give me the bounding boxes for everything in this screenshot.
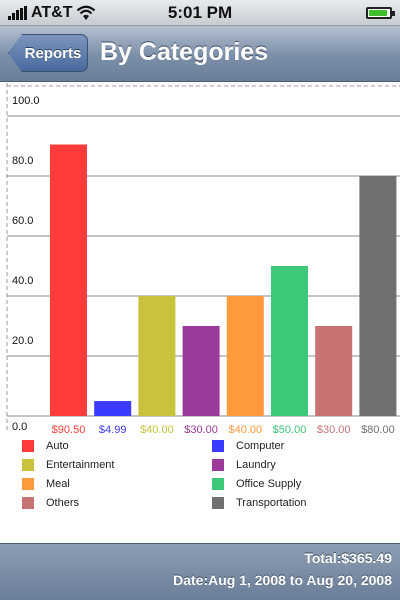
legend-swatch (212, 440, 224, 452)
y-tick-label: 20.0 (12, 335, 33, 347)
summary-footer: Total:$365.49 Date:Aug 1, 2008 to Aug 20… (0, 543, 400, 600)
bar-value-label: $80.00 (361, 424, 395, 433)
legend-label: Auto (46, 440, 69, 452)
legend-swatch (22, 478, 34, 490)
chart-area: 0.0 20.0 40.0 60.0 80.0 100.0 $90.50 $4.99 $40.0… (0, 83, 400, 543)
legend-item: Computer (212, 440, 284, 452)
legend-swatch (22, 440, 34, 452)
legend-item: Auto (22, 440, 69, 452)
legend-label: Entertainment (46, 459, 115, 471)
bar-computer (94, 401, 132, 416)
signal-icon (8, 5, 27, 20)
y-tick-label: 80.0 (12, 155, 33, 167)
bar-others (315, 326, 353, 416)
status-left: AT&T (8, 4, 96, 22)
navigation-bar: Reports By Categories (0, 26, 400, 82)
bar-value-label: $40.00 (228, 424, 262, 433)
legend-label: Laundry (236, 459, 276, 471)
legend-item: Meal (22, 478, 70, 490)
back-button[interactable]: Reports (8, 34, 88, 72)
legend-swatch (212, 459, 224, 471)
y-tick-label: 100.0 (12, 95, 40, 107)
legend-label: Meal (46, 478, 70, 490)
bar-value-label: $40.00 (140, 424, 174, 433)
bar-value-label: $30.00 (184, 424, 218, 433)
legend-label: Transportation (236, 497, 307, 509)
page-title: By Categories (100, 38, 269, 66)
bar-transportation (359, 176, 397, 416)
y-tick-label: 0.0 (12, 421, 27, 433)
bar-value-label: $30.00 (317, 424, 351, 433)
bar-value-label: $4.99 (99, 424, 127, 433)
legend-swatch (22, 459, 34, 471)
legend-item: Entertainment (22, 459, 114, 471)
bar-office-supply (271, 266, 308, 416)
date-range: Date:Aug 1, 2008 to Aug 20, 2008 (173, 572, 392, 588)
y-tick-label: 40.0 (12, 275, 33, 287)
legend-swatch (212, 497, 224, 509)
bar-auto (50, 144, 87, 416)
bar-meal (226, 296, 264, 416)
legend-label: Others (46, 497, 80, 509)
battery-icon (366, 6, 395, 19)
status-bar: AT&T 5:01 PM (0, 0, 400, 26)
bar-value-label: $50.00 (273, 424, 307, 433)
legend-item: Others (22, 497, 79, 509)
total-amount: Total:$365.49 (304, 550, 392, 566)
legend-item: Transportation (212, 497, 307, 509)
bar-entertainment (138, 296, 176, 416)
legend-item: Office Supply (212, 478, 301, 490)
legend-label: Computer (236, 440, 285, 452)
legend-label: Office Supply (236, 478, 302, 490)
wifi-icon (77, 5, 96, 20)
bar-chart: 0.0 20.0 40.0 60.0 80.0 100.0 $90.50 $4.99 $40.0… (6, 83, 400, 433)
y-tick-label: 60.0 (12, 215, 33, 227)
bar-laundry (182, 326, 220, 416)
bar-value-label: $90.50 (52, 424, 86, 433)
legend-item: Laundry (212, 459, 276, 471)
legend-swatch (22, 497, 34, 509)
legend-swatch (212, 478, 224, 490)
carrier-label: AT&T (31, 3, 73, 21)
battery-level (369, 9, 387, 16)
